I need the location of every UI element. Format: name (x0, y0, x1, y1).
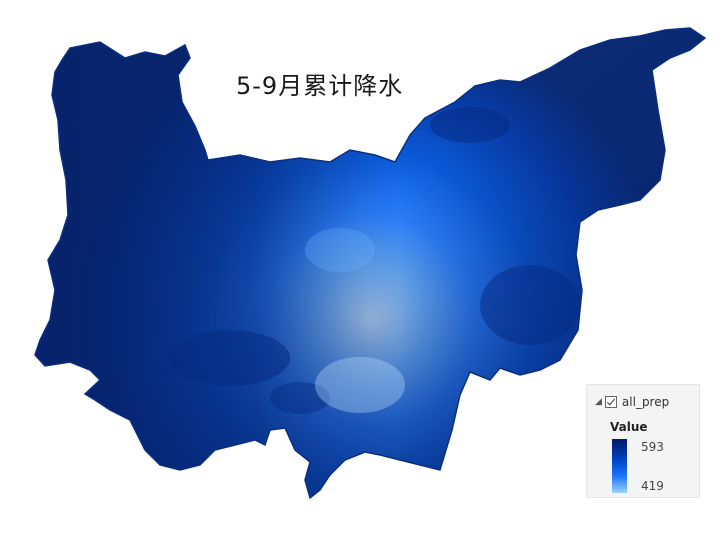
color-ramp (612, 439, 627, 493)
collapse-triangle-icon[interactable]: ◢ (595, 397, 602, 407)
legend-panel: ◢ all_prep Value 593 419 (586, 384, 700, 498)
legend-layer-row[interactable]: ◢ all_prep (595, 395, 669, 409)
layer-visibility-checkbox[interactable] (604, 396, 617, 408)
legend-min-value: 419 (641, 479, 664, 493)
layer-name: all_prep (621, 395, 670, 409)
map-title: 5-9月累计降水 (236, 72, 404, 100)
legend-max-value: 593 (641, 440, 664, 454)
legend-field-label: Value (610, 420, 648, 434)
